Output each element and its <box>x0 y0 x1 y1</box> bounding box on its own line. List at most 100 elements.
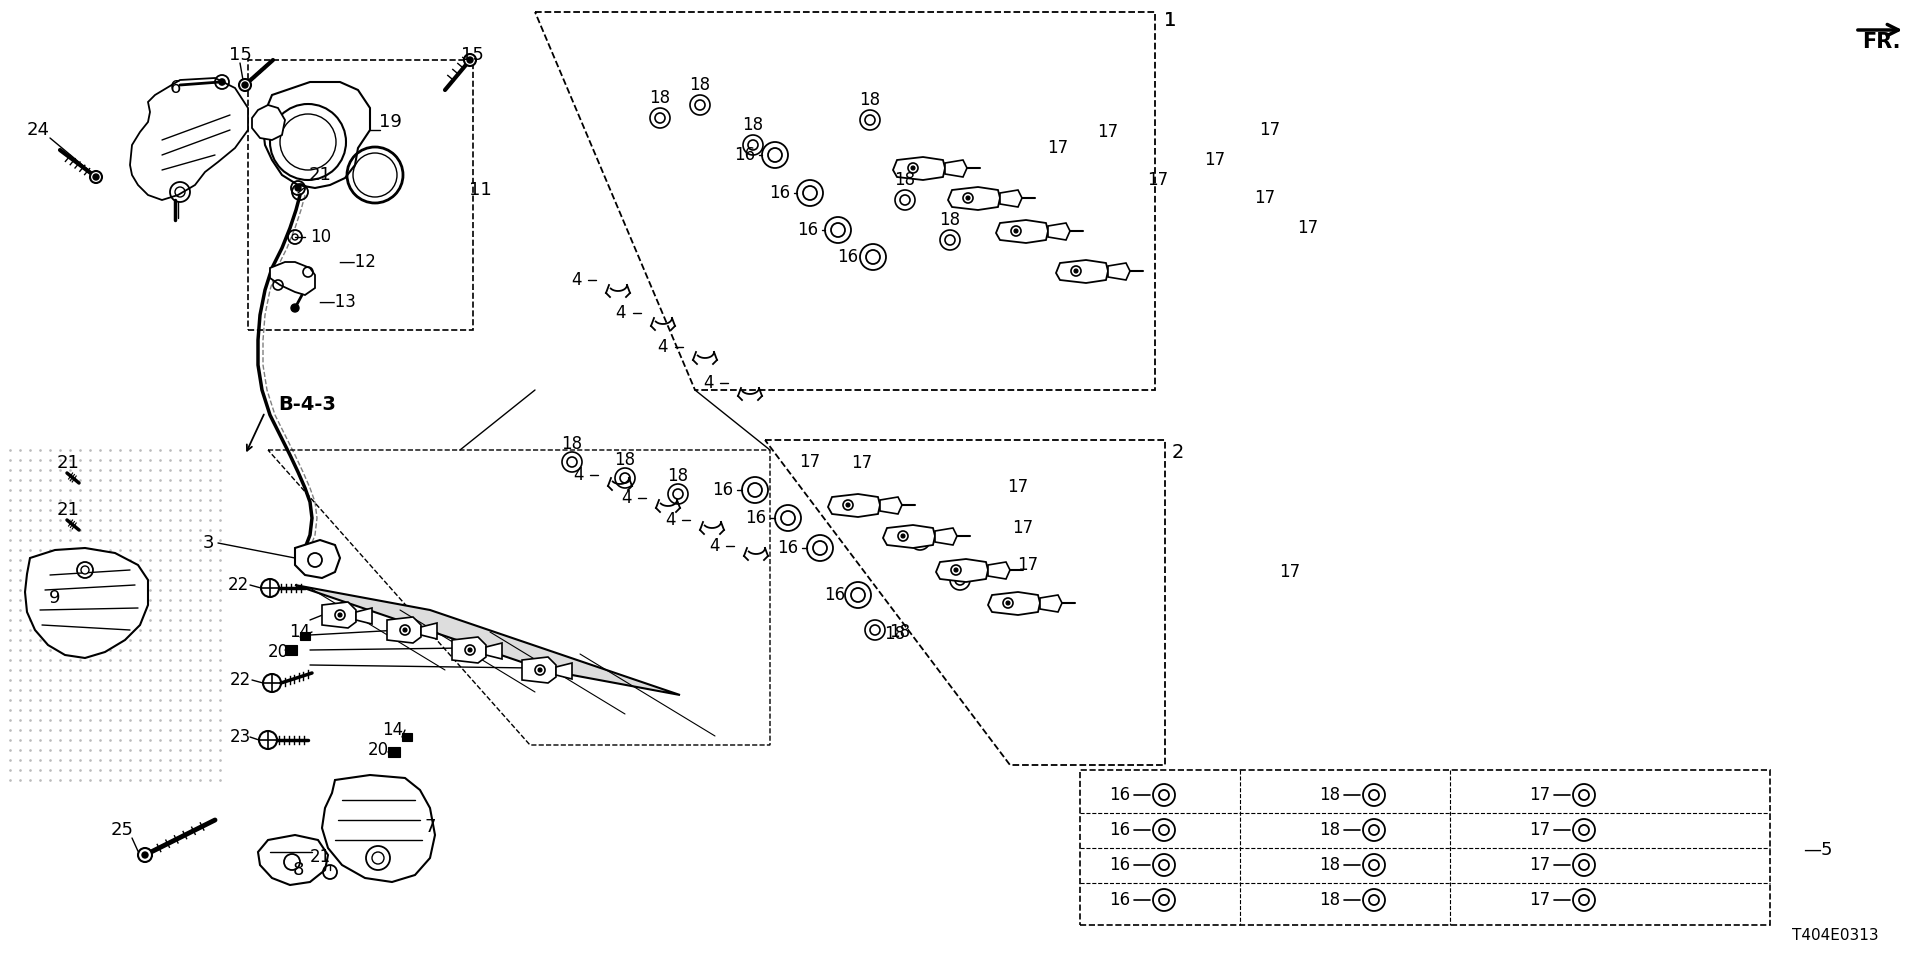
Circle shape <box>1073 269 1077 273</box>
Circle shape <box>467 57 472 63</box>
Text: 16: 16 <box>797 221 818 239</box>
Text: 4: 4 <box>659 338 668 356</box>
Text: 18: 18 <box>1319 786 1340 804</box>
Polygon shape <box>945 160 968 177</box>
Polygon shape <box>296 585 680 695</box>
Text: 25: 25 <box>111 821 134 839</box>
Text: 18: 18 <box>1319 821 1340 839</box>
Circle shape <box>292 304 300 312</box>
Text: 11: 11 <box>468 181 492 199</box>
Text: 20: 20 <box>367 741 388 759</box>
Text: B-4-3: B-4-3 <box>278 396 336 415</box>
Polygon shape <box>1041 595 1062 612</box>
Bar <box>401 733 413 741</box>
Text: 4: 4 <box>616 304 626 322</box>
Text: 20: 20 <box>267 643 288 661</box>
Text: 23: 23 <box>228 728 252 746</box>
Text: 16: 16 <box>712 481 733 499</box>
Polygon shape <box>131 78 248 200</box>
Text: 9: 9 <box>50 589 61 607</box>
Text: 10: 10 <box>309 228 330 246</box>
Text: 18: 18 <box>614 451 636 469</box>
Text: 16: 16 <box>735 146 756 164</box>
Text: 4: 4 <box>703 374 712 392</box>
Text: 18: 18 <box>1319 856 1340 874</box>
Text: 1: 1 <box>1164 11 1177 30</box>
Text: —5: —5 <box>1803 841 1834 859</box>
Circle shape <box>966 196 970 200</box>
Polygon shape <box>252 105 284 140</box>
Text: 16: 16 <box>837 248 858 266</box>
Text: 16: 16 <box>1110 821 1131 839</box>
Polygon shape <box>271 262 315 295</box>
Text: 1: 1 <box>1164 11 1177 30</box>
Text: 17: 17 <box>1279 563 1300 581</box>
Text: 15: 15 <box>228 46 252 64</box>
Text: 18: 18 <box>689 76 710 94</box>
Text: 17: 17 <box>1098 123 1119 141</box>
Text: 18: 18 <box>743 116 764 134</box>
Text: 24: 24 <box>27 121 50 139</box>
Circle shape <box>238 79 252 91</box>
Text: 19: 19 <box>378 113 401 131</box>
Circle shape <box>81 566 88 574</box>
Text: 17: 17 <box>1048 139 1069 157</box>
Bar <box>248 60 472 330</box>
Text: 17: 17 <box>1148 171 1169 189</box>
Polygon shape <box>1056 260 1108 283</box>
Polygon shape <box>879 497 902 514</box>
Text: 18: 18 <box>649 89 670 107</box>
Text: 18: 18 <box>895 171 916 189</box>
Circle shape <box>468 648 472 652</box>
Text: 17: 17 <box>1530 891 1551 909</box>
Polygon shape <box>893 157 945 180</box>
Text: 21: 21 <box>56 501 79 519</box>
Polygon shape <box>420 623 438 639</box>
Polygon shape <box>323 602 355 628</box>
Polygon shape <box>989 562 1010 579</box>
Polygon shape <box>263 82 371 188</box>
Polygon shape <box>1000 190 1021 207</box>
Text: 18: 18 <box>860 91 881 109</box>
Text: 16: 16 <box>745 509 766 527</box>
Text: 4: 4 <box>620 489 632 507</box>
Text: —12: —12 <box>338 253 376 271</box>
Circle shape <box>296 185 301 191</box>
Bar <box>300 632 309 640</box>
Circle shape <box>242 82 248 88</box>
Circle shape <box>538 668 541 672</box>
Text: 21: 21 <box>309 848 330 866</box>
Polygon shape <box>1048 223 1069 240</box>
Text: 14: 14 <box>290 623 311 641</box>
Text: 4: 4 <box>572 466 584 484</box>
Text: 15: 15 <box>461 46 484 64</box>
Text: 17: 17 <box>1018 556 1039 574</box>
Polygon shape <box>989 592 1041 615</box>
Polygon shape <box>323 775 436 882</box>
Circle shape <box>90 171 102 183</box>
Circle shape <box>847 503 851 507</box>
Polygon shape <box>1108 263 1131 280</box>
Polygon shape <box>355 608 372 624</box>
Text: 16: 16 <box>770 184 791 202</box>
Text: 17: 17 <box>1012 519 1033 537</box>
Polygon shape <box>296 540 340 578</box>
Text: 18: 18 <box>561 435 582 453</box>
Bar <box>284 645 298 655</box>
Circle shape <box>138 848 152 862</box>
Circle shape <box>900 534 904 538</box>
Text: 14: 14 <box>382 721 403 739</box>
Circle shape <box>954 568 958 572</box>
Text: 2: 2 <box>1171 444 1185 463</box>
Polygon shape <box>948 187 1000 210</box>
Text: 18: 18 <box>889 623 910 641</box>
Text: 4: 4 <box>570 271 582 289</box>
Circle shape <box>338 613 342 617</box>
Polygon shape <box>883 525 935 548</box>
Text: 17: 17 <box>851 454 872 472</box>
Circle shape <box>403 628 407 632</box>
Text: 8: 8 <box>292 861 303 879</box>
Text: 17: 17 <box>1204 151 1225 169</box>
Circle shape <box>465 54 476 66</box>
Text: 21: 21 <box>56 454 79 472</box>
